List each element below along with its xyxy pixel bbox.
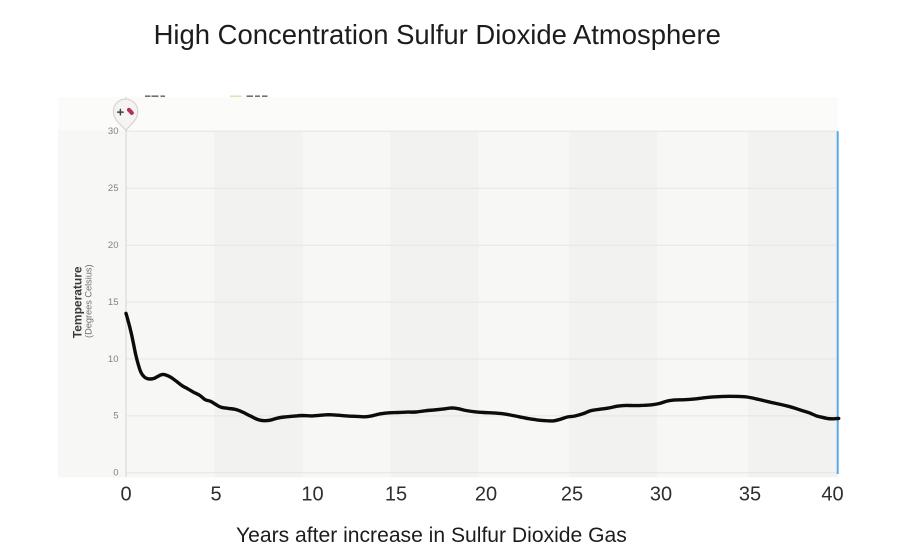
svg-text:10: 10	[301, 484, 323, 506]
svg-text:30: 30	[650, 484, 672, 506]
svg-text:20: 20	[475, 484, 497, 506]
svg-text:15: 15	[385, 484, 407, 506]
svg-text:5: 5	[210, 484, 221, 506]
svg-text:30: 30	[108, 126, 119, 137]
svg-text:20: 20	[108, 240, 119, 251]
svg-text:(Degrees Celsius): (Degrees Celsius)	[84, 264, 94, 338]
svg-text:0: 0	[113, 468, 118, 479]
svg-text:Temperature: Temperature	[71, 266, 85, 338]
svg-text:15: 15	[108, 297, 119, 308]
svg-text:40: 40	[821, 484, 843, 506]
svg-text:0: 0	[120, 484, 131, 506]
svg-text:5: 5	[113, 411, 118, 422]
svg-text:10: 10	[108, 354, 119, 365]
svg-text:35: 35	[739, 484, 761, 506]
svg-text:25: 25	[108, 183, 119, 194]
svg-text:25: 25	[561, 484, 583, 506]
